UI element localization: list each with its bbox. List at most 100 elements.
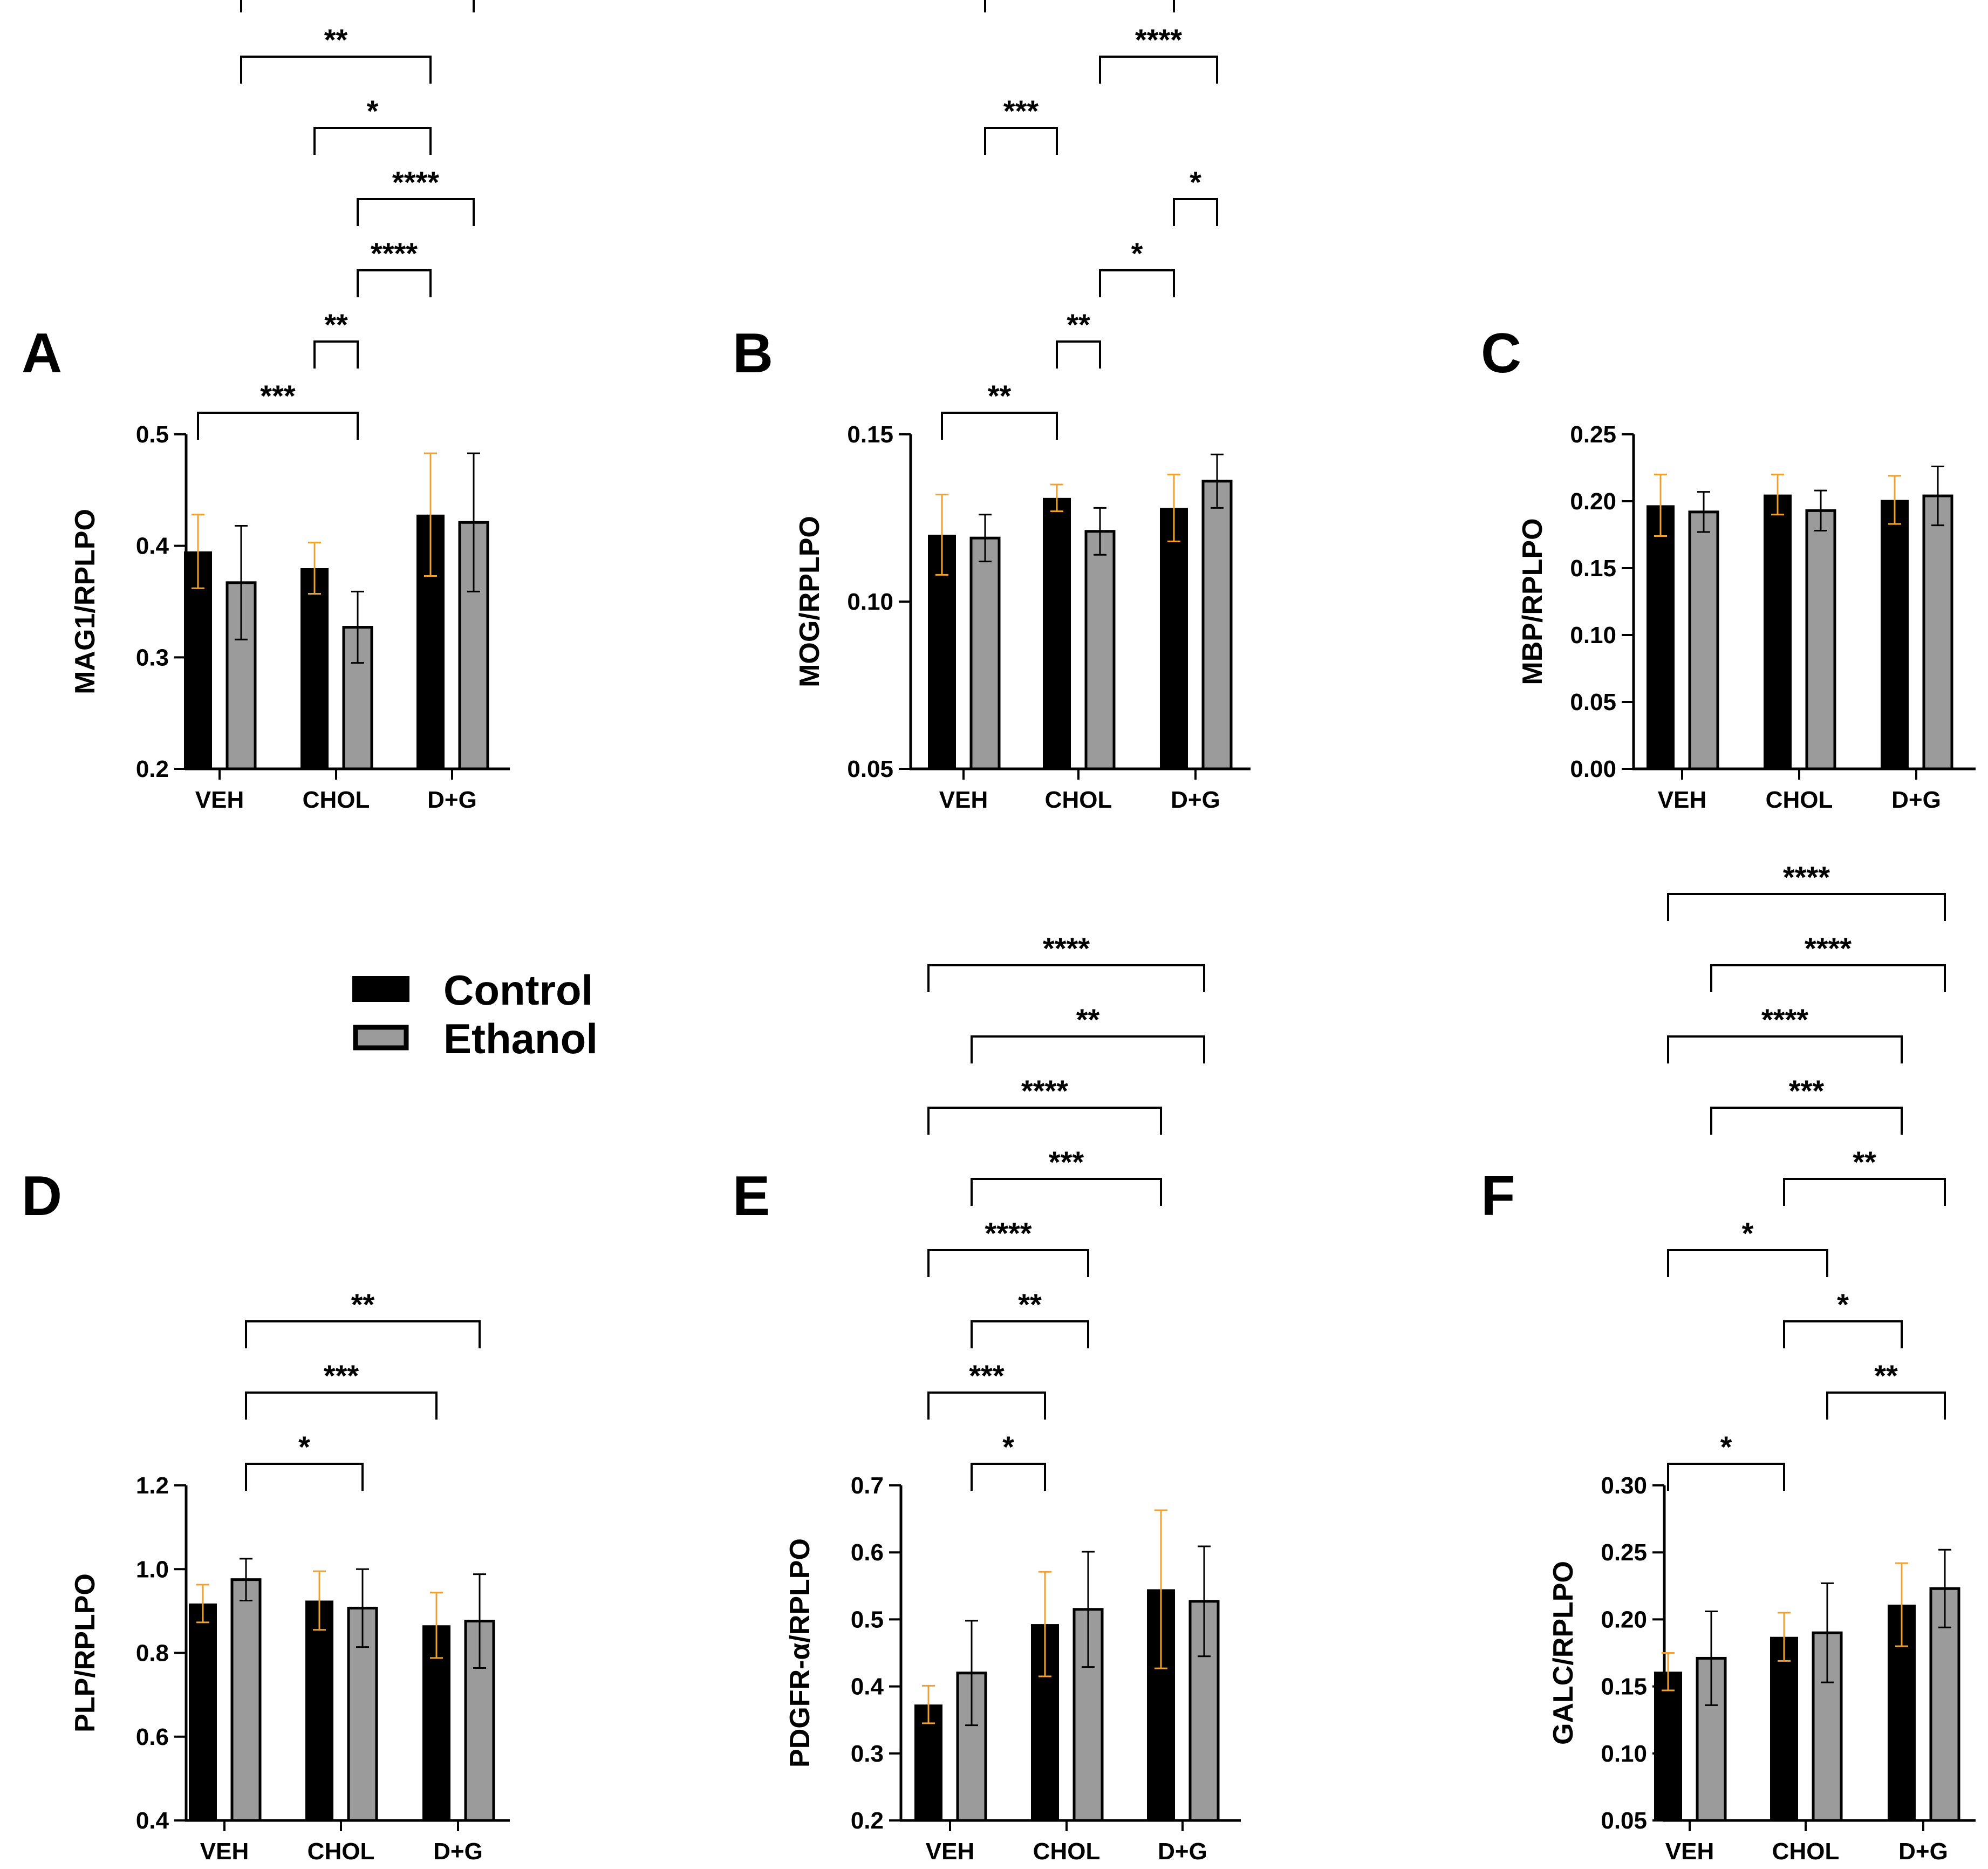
x-category-label: D+G (433, 1838, 483, 1865)
y-tick-label: 0.25 (1570, 421, 1616, 448)
significance-label: ** (1018, 1287, 1042, 1321)
significance-label: *** (1049, 1145, 1084, 1179)
significance-label: *** (1789, 1074, 1825, 1108)
bar-control (1043, 497, 1071, 769)
significance-bracket (1056, 340, 1101, 369)
y-axis-title: MAG1/RPLPO (70, 509, 101, 694)
bar-ethanol (1188, 1600, 1220, 1822)
significance-bracket (197, 412, 359, 440)
significance-bracket (927, 1107, 1162, 1135)
y-axis-title: MOG/RPLPO (794, 516, 825, 687)
y-tick-label: 0.30 (1601, 1472, 1647, 1499)
legend-swatch-control (352, 976, 409, 1002)
y-tick-label: 1.0 (136, 1556, 169, 1582)
x-category-label: VEH (1665, 1838, 1714, 1865)
y-axis-title: PDGFR-α/RPLPO (784, 1538, 816, 1768)
x-category-label: VEH (200, 1838, 249, 1865)
significance-bracket (240, 56, 432, 84)
significance-bracket (1783, 1178, 1946, 1206)
significance-bracket (927, 964, 1205, 992)
significance-bracket (313, 127, 432, 155)
panel-letter: C (1481, 322, 1521, 385)
y-tick-label: 0.6 (851, 1539, 884, 1566)
significance-label: ** (324, 23, 348, 57)
y-tick-label: 0.5 (851, 1606, 884, 1633)
significance-bracket (313, 340, 359, 369)
y-tick-label: 0.20 (1570, 488, 1616, 515)
significance-label: **** (1021, 1074, 1068, 1108)
bar-control (1647, 505, 1675, 769)
significance-label: ** (324, 308, 348, 342)
significance-bracket (1099, 56, 1218, 84)
bar-control (1654, 1672, 1682, 1820)
panel-letter: E (733, 1165, 770, 1227)
panel-C: C MBP/RPLPO 0.00 0.05 0.10 0.15 0.20 0.25 VEH CHO… (1481, 322, 1976, 813)
x-category-label: D+G (1171, 787, 1220, 813)
significance-bracket (971, 1178, 1162, 1206)
panel-letter: B (733, 322, 773, 385)
significance-label: * (1131, 236, 1143, 270)
significance-bracket (971, 1463, 1046, 1491)
bar-ethanol (1805, 509, 1836, 770)
panel-letter: A (22, 322, 62, 385)
y-axis-title: PLP/RPLPO (70, 1573, 101, 1732)
y-tick-label: 0.10 (847, 589, 893, 615)
significance-label: ** (1853, 1145, 1876, 1179)
significance-label: * (1190, 165, 1201, 199)
y-tick-label: 0.3 (851, 1741, 884, 1767)
significance-label: * (1720, 1430, 1732, 1464)
bar-control (1770, 1636, 1798, 1820)
legend-label-ethanol: Ethanol (443, 1015, 598, 1062)
legend-swatch-ethanol (353, 1025, 409, 1051)
legend: Control Ethanol (352, 966, 598, 1062)
significance-label: **** (1783, 860, 1830, 894)
significance-bracket (927, 1249, 1089, 1277)
significance-label: ** (1874, 1359, 1898, 1393)
x-category-label: CHOL (1766, 787, 1833, 813)
significance-label: **** (392, 165, 439, 199)
significance-bracket (357, 269, 432, 297)
bar-control (305, 1600, 333, 1820)
y-tick-label: 0.00 (1570, 756, 1616, 782)
y-tick-label: 0.25 (1601, 1539, 1647, 1566)
significance-bracket (1099, 269, 1175, 297)
significance-bracket (1710, 964, 1946, 992)
significance-label: **** (1805, 931, 1852, 965)
y-tick-label: 0.15 (847, 421, 893, 448)
bar-control (300, 568, 329, 769)
y-tick-label: 0.15 (1601, 1674, 1647, 1700)
legend-label-control: Control (443, 966, 593, 1014)
significance-bracket (1667, 1249, 1828, 1277)
y-tick-label: 0.4 (136, 533, 169, 560)
bar-ethanol (1922, 494, 1953, 770)
significance-bracket (245, 1463, 364, 1491)
bar-control (189, 1603, 217, 1820)
x-category-label: D+G (1891, 787, 1941, 813)
significance-bracket (971, 1035, 1205, 1063)
panel-letter: F (1481, 1165, 1515, 1227)
significance-label: **** (1043, 931, 1090, 965)
significance-label: **** (1135, 23, 1182, 57)
bar-ethanol (1688, 510, 1719, 770)
significance-bracket (984, 127, 1058, 155)
y-tick-label: 0.10 (1570, 622, 1616, 649)
significance-bracket (245, 1320, 481, 1348)
y-tick-label: 0.4 (136, 1807, 169, 1834)
significance-label: **** (1761, 1002, 1808, 1036)
panel-E: E PDGFR-α/RPLPO 0.2 0.3 0.4 0.5 0.6 0.7 VEH CHOL D… (733, 931, 1241, 1865)
significance-bracket (971, 1320, 1089, 1348)
y-tick-label: 0.4 (851, 1674, 884, 1700)
significance-bracket (984, 0, 1175, 12)
y-axis-title: MBP/RPLPO (1517, 518, 1548, 685)
x-category-label: VEH (1658, 787, 1706, 813)
bar-ethanol (226, 581, 257, 770)
y-tick-label: 0.2 (851, 1807, 884, 1834)
bar-ethanol (1201, 480, 1233, 770)
significance-label: **** (985, 1216, 1031, 1250)
significance-bracket (357, 198, 475, 226)
y-tick-label: 0.05 (1601, 1807, 1647, 1834)
x-category-label: CHOL (303, 787, 370, 813)
significance-label: ** (1067, 308, 1090, 342)
